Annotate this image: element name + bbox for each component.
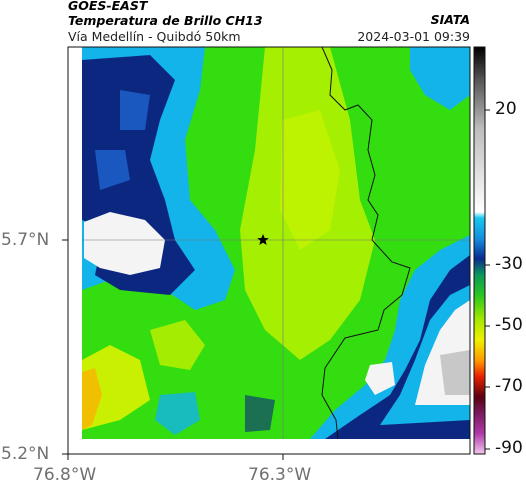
region-subtitle: Vía Medellín - Quibdó 50km xyxy=(68,29,241,44)
lon-tick-label: 76.8°W xyxy=(33,465,97,485)
brightness-temperature-field xyxy=(82,47,470,439)
product-title: Temperatura de Brillo CH13 xyxy=(68,13,263,28)
colorbar-tick-label: -30 xyxy=(495,254,523,274)
colorbar-tick-label: -90 xyxy=(495,438,523,458)
lon-tick-label: 76.3°W xyxy=(248,465,312,485)
colorbar-tick-label: -70 xyxy=(495,376,523,396)
lat-tick-label: 5.2°N xyxy=(1,444,50,464)
map-frame xyxy=(67,46,471,455)
lat-tick-label: 5.7°N xyxy=(1,230,50,250)
satellite-title: GOES-EAST xyxy=(68,0,148,13)
colorbar-tick-label: -50 xyxy=(495,315,523,335)
colorbar-tick-label: 20 xyxy=(495,99,517,119)
organization-label: SIATA xyxy=(430,12,470,27)
location-star-icon xyxy=(257,234,269,245)
datetime-label: 2024-03-01 09:39 xyxy=(357,29,470,44)
colorbar xyxy=(474,47,485,454)
